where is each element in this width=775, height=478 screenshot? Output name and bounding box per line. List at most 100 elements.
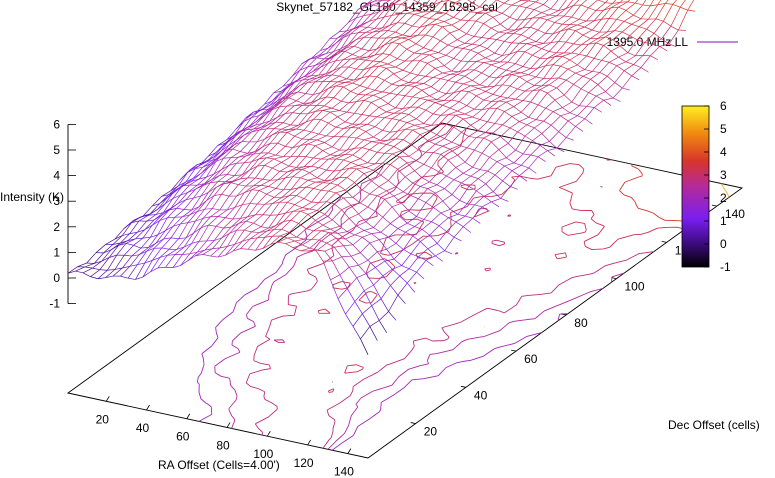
surface-segment [451, 90, 462, 101]
surface-segment [120, 266, 131, 277]
surface-segment [545, 33, 553, 35]
surface-segment [380, 30, 388, 32]
surface-segment [468, 91, 477, 97]
surface-segment [301, 78, 310, 81]
surface-segment [357, 56, 368, 60]
surface-segment [270, 241, 279, 245]
surface-segment [573, 0, 580, 6]
surface-segment [594, 58, 602, 61]
surface-segment [408, 74, 419, 83]
surface-segment [271, 162, 282, 169]
surface-segment [228, 184, 239, 197]
surface-segment [361, 189, 370, 195]
surface-segment [333, 86, 344, 98]
surface-segment [315, 249, 324, 262]
surface-segment [352, 154, 361, 159]
surface-segment [337, 111, 348, 118]
surface-segment [206, 226, 217, 242]
surface-segment [273, 156, 284, 160]
surface-segment [281, 189, 292, 198]
surface-segment [470, 169, 481, 177]
surface-segment [414, 164, 425, 172]
surface-segment [377, 152, 385, 154]
surface-segment [189, 211, 198, 216]
surface-segment [320, 47, 329, 51]
surface-segment [461, 85, 471, 92]
surface-segment [516, 7, 527, 21]
surface-segment [172, 194, 181, 199]
surface-segment [337, 177, 348, 186]
surface-segment [425, 102, 436, 111]
surface-segment [287, 236, 297, 239]
surface-segment [397, 169, 406, 178]
surface-segment [346, 17, 357, 32]
surface-segment [236, 192, 245, 197]
surface-segment [408, 149, 419, 157]
surface-segment [330, 228, 339, 234]
surface-segment [206, 187, 217, 201]
surface-segment [253, 178, 264, 187]
surface-segment [446, 167, 456, 177]
surface-segment [285, 240, 295, 244]
surface-segment [468, 130, 479, 137]
surface-segment [131, 220, 140, 224]
surface-segment [464, 36, 475, 44]
surface-segment [318, 190, 329, 203]
surface-segment [569, 54, 580, 61]
surface-segment [453, 83, 464, 93]
surface-segment [223, 182, 232, 185]
surface-segment [511, 4, 520, 7]
surface-segment [406, 43, 417, 50]
surface-segment [620, 45, 629, 53]
surface-segment [549, 131, 559, 142]
surface-segment [444, 126, 455, 139]
surface-segment [264, 197, 275, 205]
surface-segment [608, 56, 619, 63]
surface-segment [406, 216, 417, 224]
surface-segment [599, 18, 610, 33]
surface-segment [245, 151, 256, 157]
y-tick-label: 60 [524, 352, 538, 366]
surface-segment [200, 224, 209, 228]
surface-segment [318, 232, 329, 241]
surface-segment [586, 105, 595, 108]
surface-segment [535, 33, 546, 42]
surface-segment [425, 255, 436, 261]
surface-segment [348, 213, 359, 219]
surface-segment [616, 10, 627, 20]
surface-segment [352, 82, 361, 86]
surface-segment [287, 169, 295, 173]
surface-segment [580, 0, 588, 6]
surface-segment [436, 19, 445, 22]
surface-segment [485, 174, 496, 185]
surface-segment [489, 100, 499, 109]
surface-segment [453, 7, 464, 18]
surface-segment [588, 0, 598, 9]
surface-segment [614, 21, 625, 31]
surface-segment [185, 197, 194, 201]
surface-segment [550, 41, 559, 44]
surface-segment [337, 233, 346, 240]
surface-segment [202, 248, 213, 255]
surface-segment [305, 81, 316, 94]
y-tick-mark [410, 422, 416, 424]
surface-segment [403, 129, 413, 140]
surface-segment [397, 282, 408, 296]
surface-segment [331, 66, 342, 76]
surface-segment [372, 27, 383, 33]
surface-segment [406, 118, 417, 123]
surface-segment [305, 145, 316, 157]
surface-segment [151, 215, 162, 226]
surface-segment [236, 121, 245, 130]
surface-segment [320, 154, 331, 160]
surface-segment [610, 50, 619, 58]
surface-segment [294, 240, 303, 246]
surface-segment [230, 131, 239, 139]
surface-segment [120, 275, 129, 279]
surface-segment [373, 275, 384, 286]
surface-segment [391, 42, 400, 45]
surface-segment [586, 55, 595, 59]
surface-segment [399, 155, 409, 158]
surface-segment [270, 201, 281, 216]
surface-segment [593, 10, 604, 22]
